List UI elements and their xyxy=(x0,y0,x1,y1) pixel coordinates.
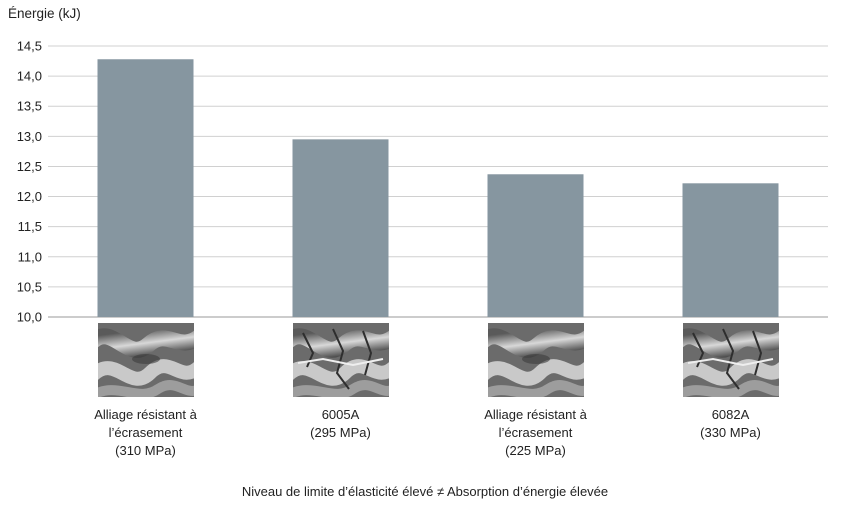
bar xyxy=(682,183,779,317)
category-label: 6005A (295 MPa) xyxy=(251,406,431,442)
category-label-line: (295 MPa) xyxy=(310,425,371,440)
y-tick-label: 13,0 xyxy=(17,129,42,144)
crushed-profile-cracked-photo xyxy=(682,323,779,397)
y-tick-label: 11,5 xyxy=(18,219,42,234)
y-tick-label: 10,5 xyxy=(17,279,42,294)
y-tick-label: 14,0 xyxy=(17,69,42,84)
crushed-profile-smooth-photo xyxy=(487,323,584,397)
category-label: Alliage résistant à l’écrasement (225 MPa) xyxy=(446,406,626,460)
category-label: Alliage résistant à l’écrasement (310 MPa) xyxy=(56,406,236,460)
y-tick-label: 12,5 xyxy=(17,159,42,174)
crushed-profile-smooth-photo xyxy=(97,323,194,397)
category-label-line: (330 MPa) xyxy=(700,425,761,440)
category-label-line: (225 MPa) xyxy=(505,443,566,458)
x-axis-caption: Niveau de limite d’élasticité élevé ≠ Ab… xyxy=(241,484,609,499)
y-tick-label: 14,5 xyxy=(17,39,42,54)
category-label-line: l’écrasement xyxy=(498,425,573,440)
category-label-line: Alliage résistant à xyxy=(94,407,197,422)
category-label-line: (310 MPa) xyxy=(115,443,176,458)
bar xyxy=(97,59,194,317)
bar xyxy=(292,139,389,317)
bar xyxy=(487,174,584,317)
y-axis-label: Énergie (kJ) xyxy=(8,6,81,21)
category-label-line: 6005A xyxy=(321,407,360,422)
y-tick-label: 12,0 xyxy=(17,189,42,204)
y-tick-label: 11,0 xyxy=(18,249,42,264)
category-label-line: l’écrasement xyxy=(108,425,183,440)
category-label-line: Alliage résistant à xyxy=(484,407,587,422)
category-label-line: 6082A xyxy=(711,407,750,422)
category-label: 6082A (330 MPa) xyxy=(641,406,821,442)
crushed-profile-cracked-photo xyxy=(292,323,389,397)
y-tick-label: 10,0 xyxy=(17,310,42,325)
y-tick-label: 13,5 xyxy=(17,99,42,114)
